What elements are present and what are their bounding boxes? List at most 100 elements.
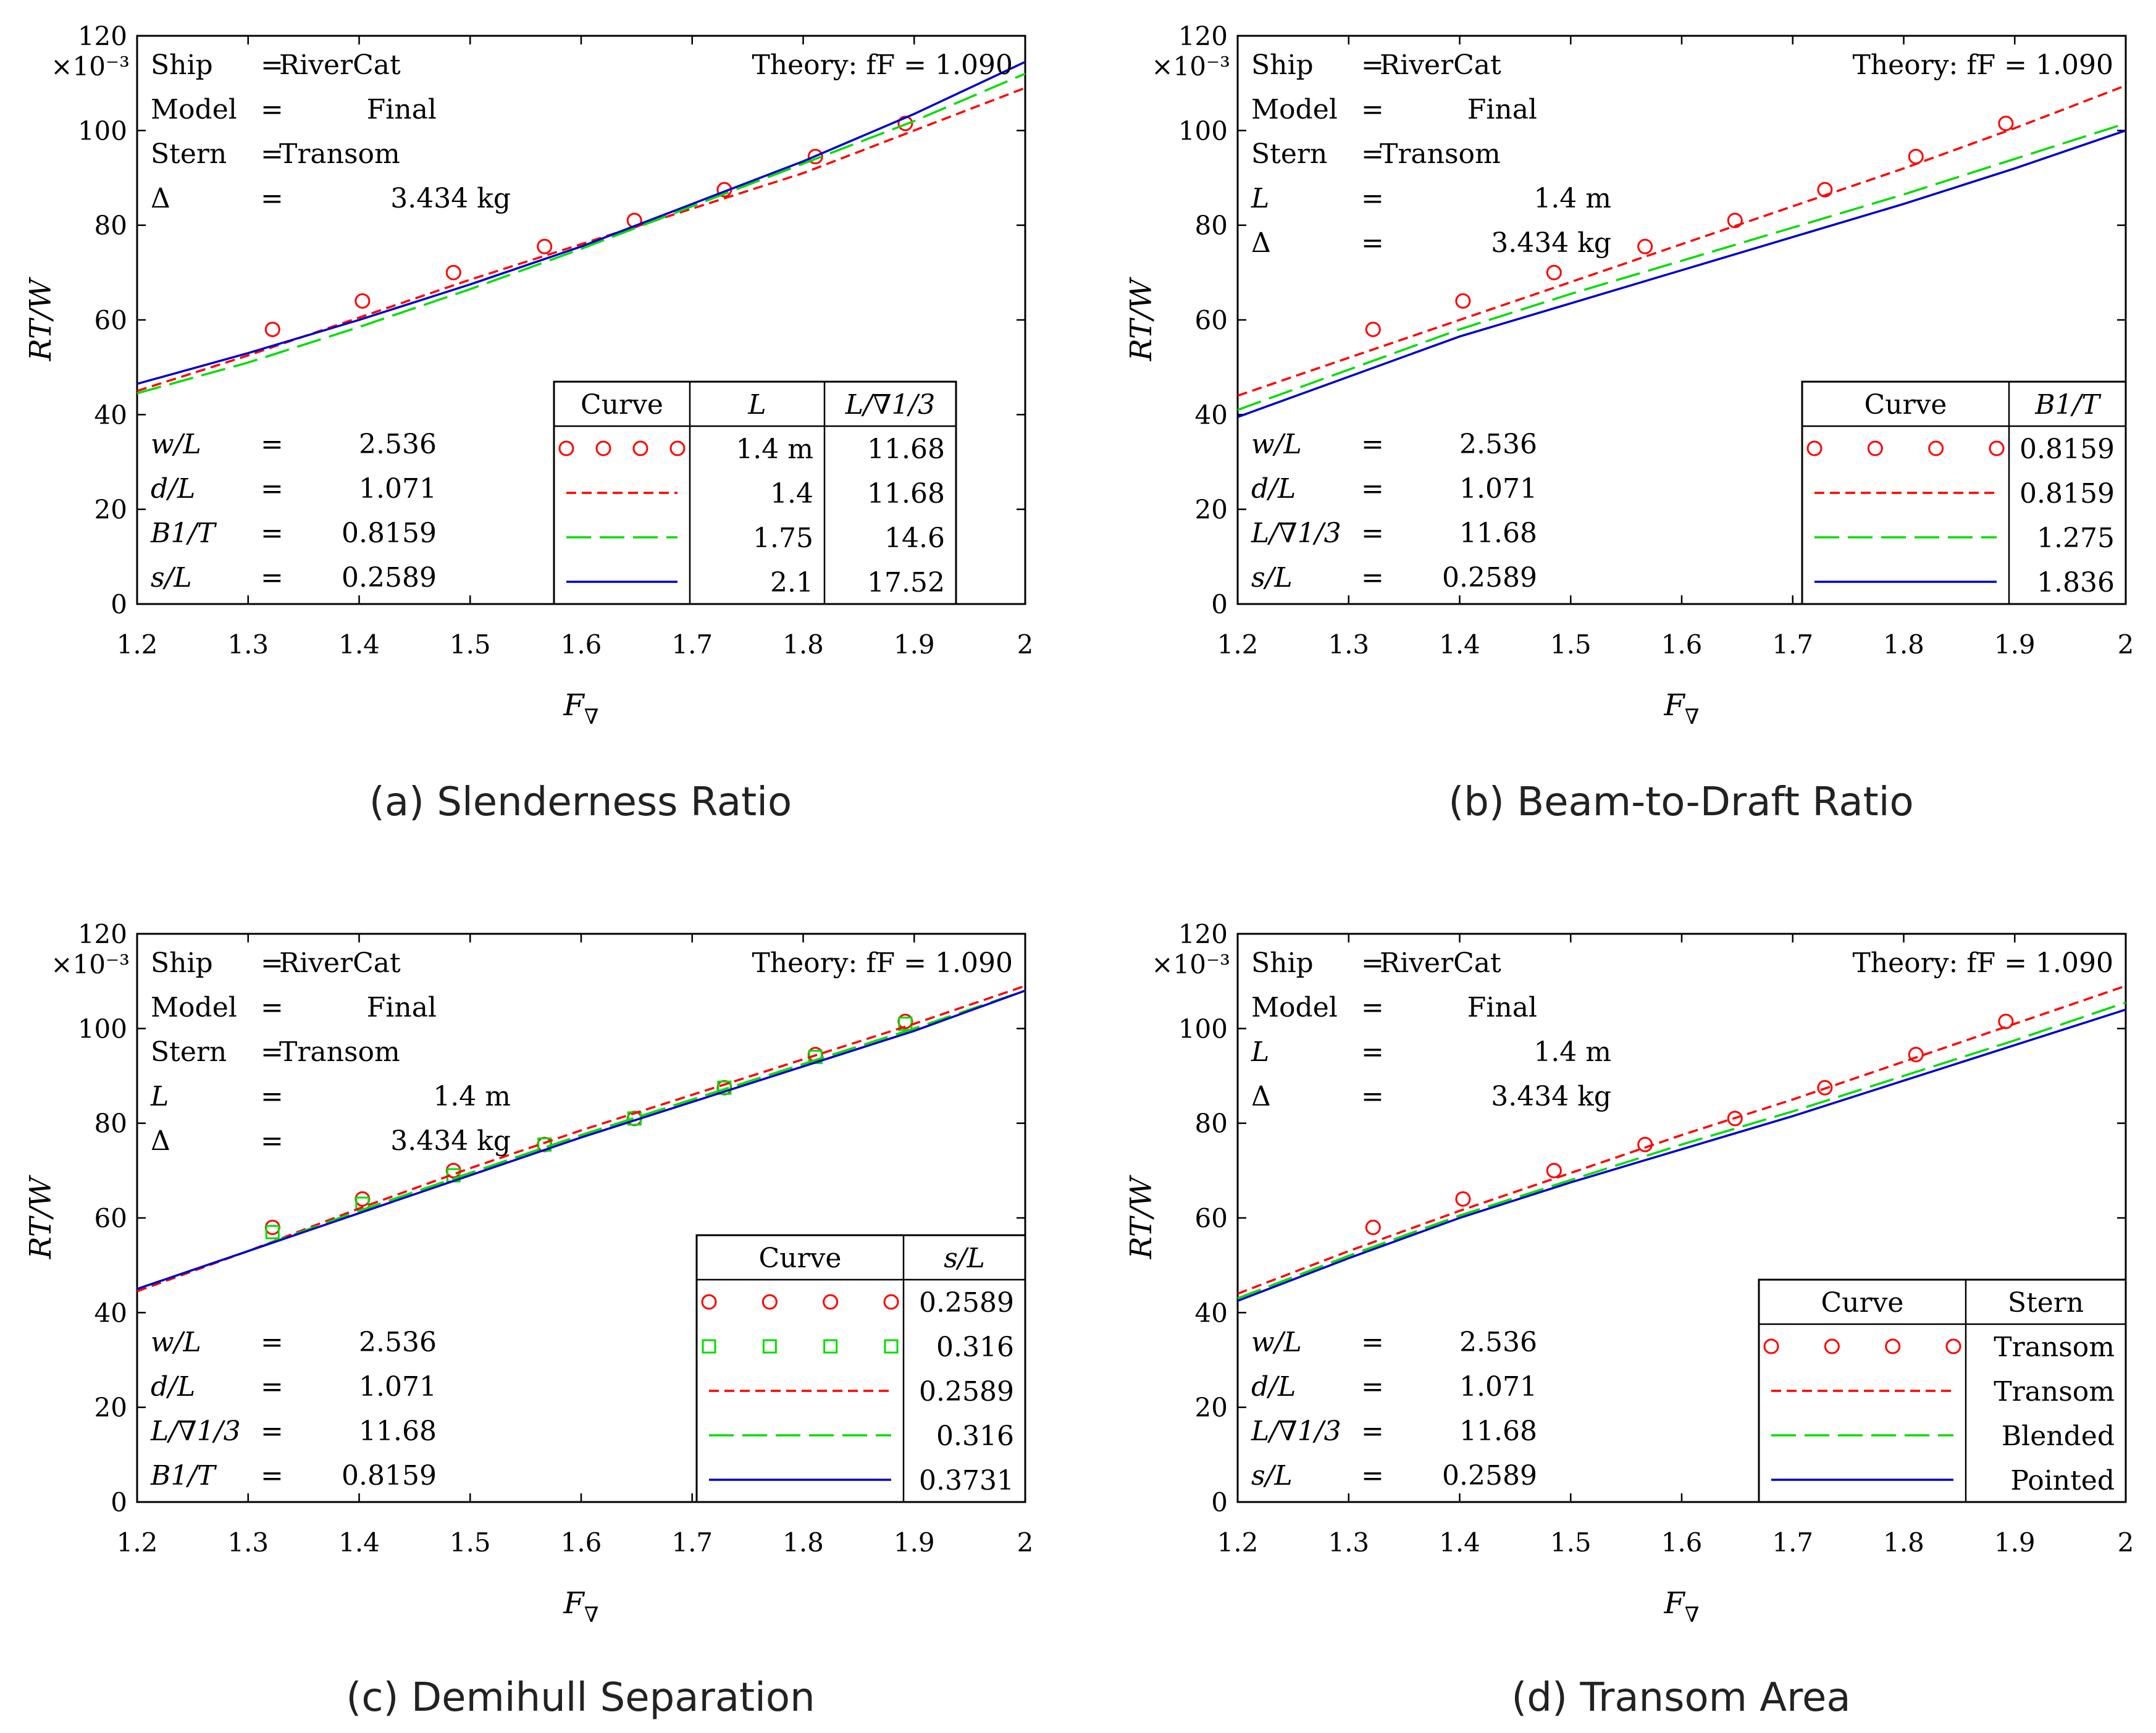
y-tick-label: 0 (1211, 1487, 1228, 1517)
info-value: 1.4 m (1533, 1036, 1611, 1068)
y-tick-label: 80 (1195, 211, 1228, 241)
info-eq: = (261, 947, 283, 979)
x-tick-label: 1.6 (1661, 629, 1703, 660)
y-tick-label: 20 (1195, 495, 1228, 525)
data-point (1365, 321, 1381, 337)
info-eq: = (1361, 1416, 1384, 1447)
series-line (1237, 1009, 2126, 1302)
info-label: s/L (151, 562, 192, 594)
info-value: RiverCat (279, 49, 401, 81)
info-label: B1/T (150, 1460, 217, 1492)
x-tick-label: 1.6 (561, 1527, 602, 1558)
info-eq: = (261, 473, 283, 505)
info-label: Model (1251, 94, 1338, 125)
info-eq: = (1361, 183, 1384, 214)
x-tick-label: 1.8 (782, 1527, 824, 1558)
legend-marker (883, 1294, 899, 1310)
info-value: 3.434 kg (390, 1125, 511, 1157)
x-axis-label: F∇ (1663, 688, 1699, 729)
x-tick-label: 1.6 (1661, 1527, 1703, 1558)
info-value: 1.4 m (433, 1081, 511, 1112)
info-value: 1.071 (359, 1371, 437, 1403)
info-value: Final (367, 992, 437, 1023)
info-value: 1.4 m (1533, 183, 1611, 214)
x-tick-label: 1.6 (561, 629, 602, 660)
legend-value: 11.68 (867, 478, 945, 510)
x-axis-label-sub: ∇ (1685, 705, 1700, 729)
y-axis-label: RT/W (23, 277, 58, 361)
data-point (1727, 212, 1743, 229)
data-point (264, 321, 280, 337)
series-line (136, 61, 1026, 385)
y-tick-label: 100 (1178, 115, 1228, 146)
data-point (1727, 1110, 1743, 1127)
info-eq: = (261, 49, 283, 81)
info-label: L (150, 1081, 169, 1112)
info-label: L/∇1/3 (150, 1416, 241, 1447)
x-tick-label: 1.4 (338, 1527, 380, 1558)
legend-marker (1945, 1338, 1961, 1354)
legend-marker (632, 440, 648, 456)
info-value: 3.434 kg (1491, 1081, 1611, 1112)
x-tick-label: 2 (1017, 629, 1034, 660)
series-line (1237, 984, 2126, 1295)
info-eq: = (1361, 1371, 1384, 1403)
legend-marker (1763, 1338, 1779, 1354)
info-eq: = (261, 429, 283, 460)
x-tick-label: 1.3 (227, 629, 269, 660)
panel-b: 1.2 1.3 1.4 1.5 1.6 1.7 1.8 1.9 2020406080100120… (1124, 21, 2134, 825)
info-value: 0.2589 (342, 562, 437, 594)
data-point (897, 1013, 913, 1030)
legend-value: 1.75 (753, 522, 813, 554)
info-eq: = (1361, 1460, 1384, 1492)
y-tick-label: 0 (111, 1487, 127, 1517)
x-axis-label-sub: ∇ (584, 1603, 599, 1627)
series-line (136, 72, 1026, 395)
data-point (1817, 182, 1833, 198)
series-line (1237, 1001, 2126, 1299)
x-tick-label: 1.2 (117, 629, 158, 660)
y-tick-label: 0 (1211, 589, 1228, 619)
y-tick-label: 60 (1195, 1203, 1228, 1233)
info-label: Δ (1251, 1081, 1271, 1112)
y-tick-label: 120 (1178, 21, 1228, 51)
y-tick-label: 40 (94, 1298, 127, 1328)
info-label: Δ (151, 1125, 170, 1157)
panel-a: 1.2 1.3 1.4 1.5 1.6 1.7 1.8 1.9 2020406080100120… (23, 21, 1033, 825)
x-axis-label: F∇ (563, 1586, 598, 1627)
info-value: Transom (279, 138, 400, 170)
y-axis-label: RT/W (1124, 277, 1159, 361)
info-eq: = (1361, 473, 1384, 505)
theory-label: Theory: fF = 1.090 (1852, 49, 2113, 81)
y-multiplier: ×10⁻³ (1151, 51, 1230, 82)
x-tick-label: 1.3 (227, 1527, 269, 1558)
panel-caption: (c) Demihull Separation (346, 1675, 815, 1721)
theory-label: Theory: fF = 1.090 (752, 49, 1013, 81)
legend-value: 17.52 (867, 567, 945, 598)
info-eq: = (261, 183, 283, 214)
legend-header: Curve (1821, 1287, 1904, 1319)
y-tick-label: 80 (94, 211, 127, 241)
legend-value: 1.836 (2037, 567, 2115, 598)
legend-value: 0.2589 (919, 1376, 1014, 1408)
info-value: 1.071 (1459, 1371, 1537, 1403)
info-eq: = (1361, 94, 1384, 125)
legend-marker (762, 1339, 777, 1354)
legend-marker (1885, 1338, 1901, 1354)
info-label: Stern (1251, 138, 1327, 170)
info-value: 11.68 (1459, 1416, 1537, 1447)
info-value: Final (367, 94, 437, 125)
x-axis-label: F∇ (1663, 1586, 1699, 1627)
legend-box (1801, 380, 2127, 605)
info-eq: = (1361, 1036, 1384, 1068)
y-tick-label: 120 (1178, 919, 1228, 949)
legend-header: B1/T (2034, 389, 2102, 421)
legend-value: 0.316 (936, 1420, 1014, 1452)
y-tick-label: 20 (94, 495, 127, 525)
info-value: 3.434 kg (390, 183, 511, 214)
info-eq: = (1361, 227, 1384, 259)
info-eq: = (261, 138, 283, 170)
data-point (1455, 293, 1471, 309)
data-point (1817, 1080, 1833, 1096)
